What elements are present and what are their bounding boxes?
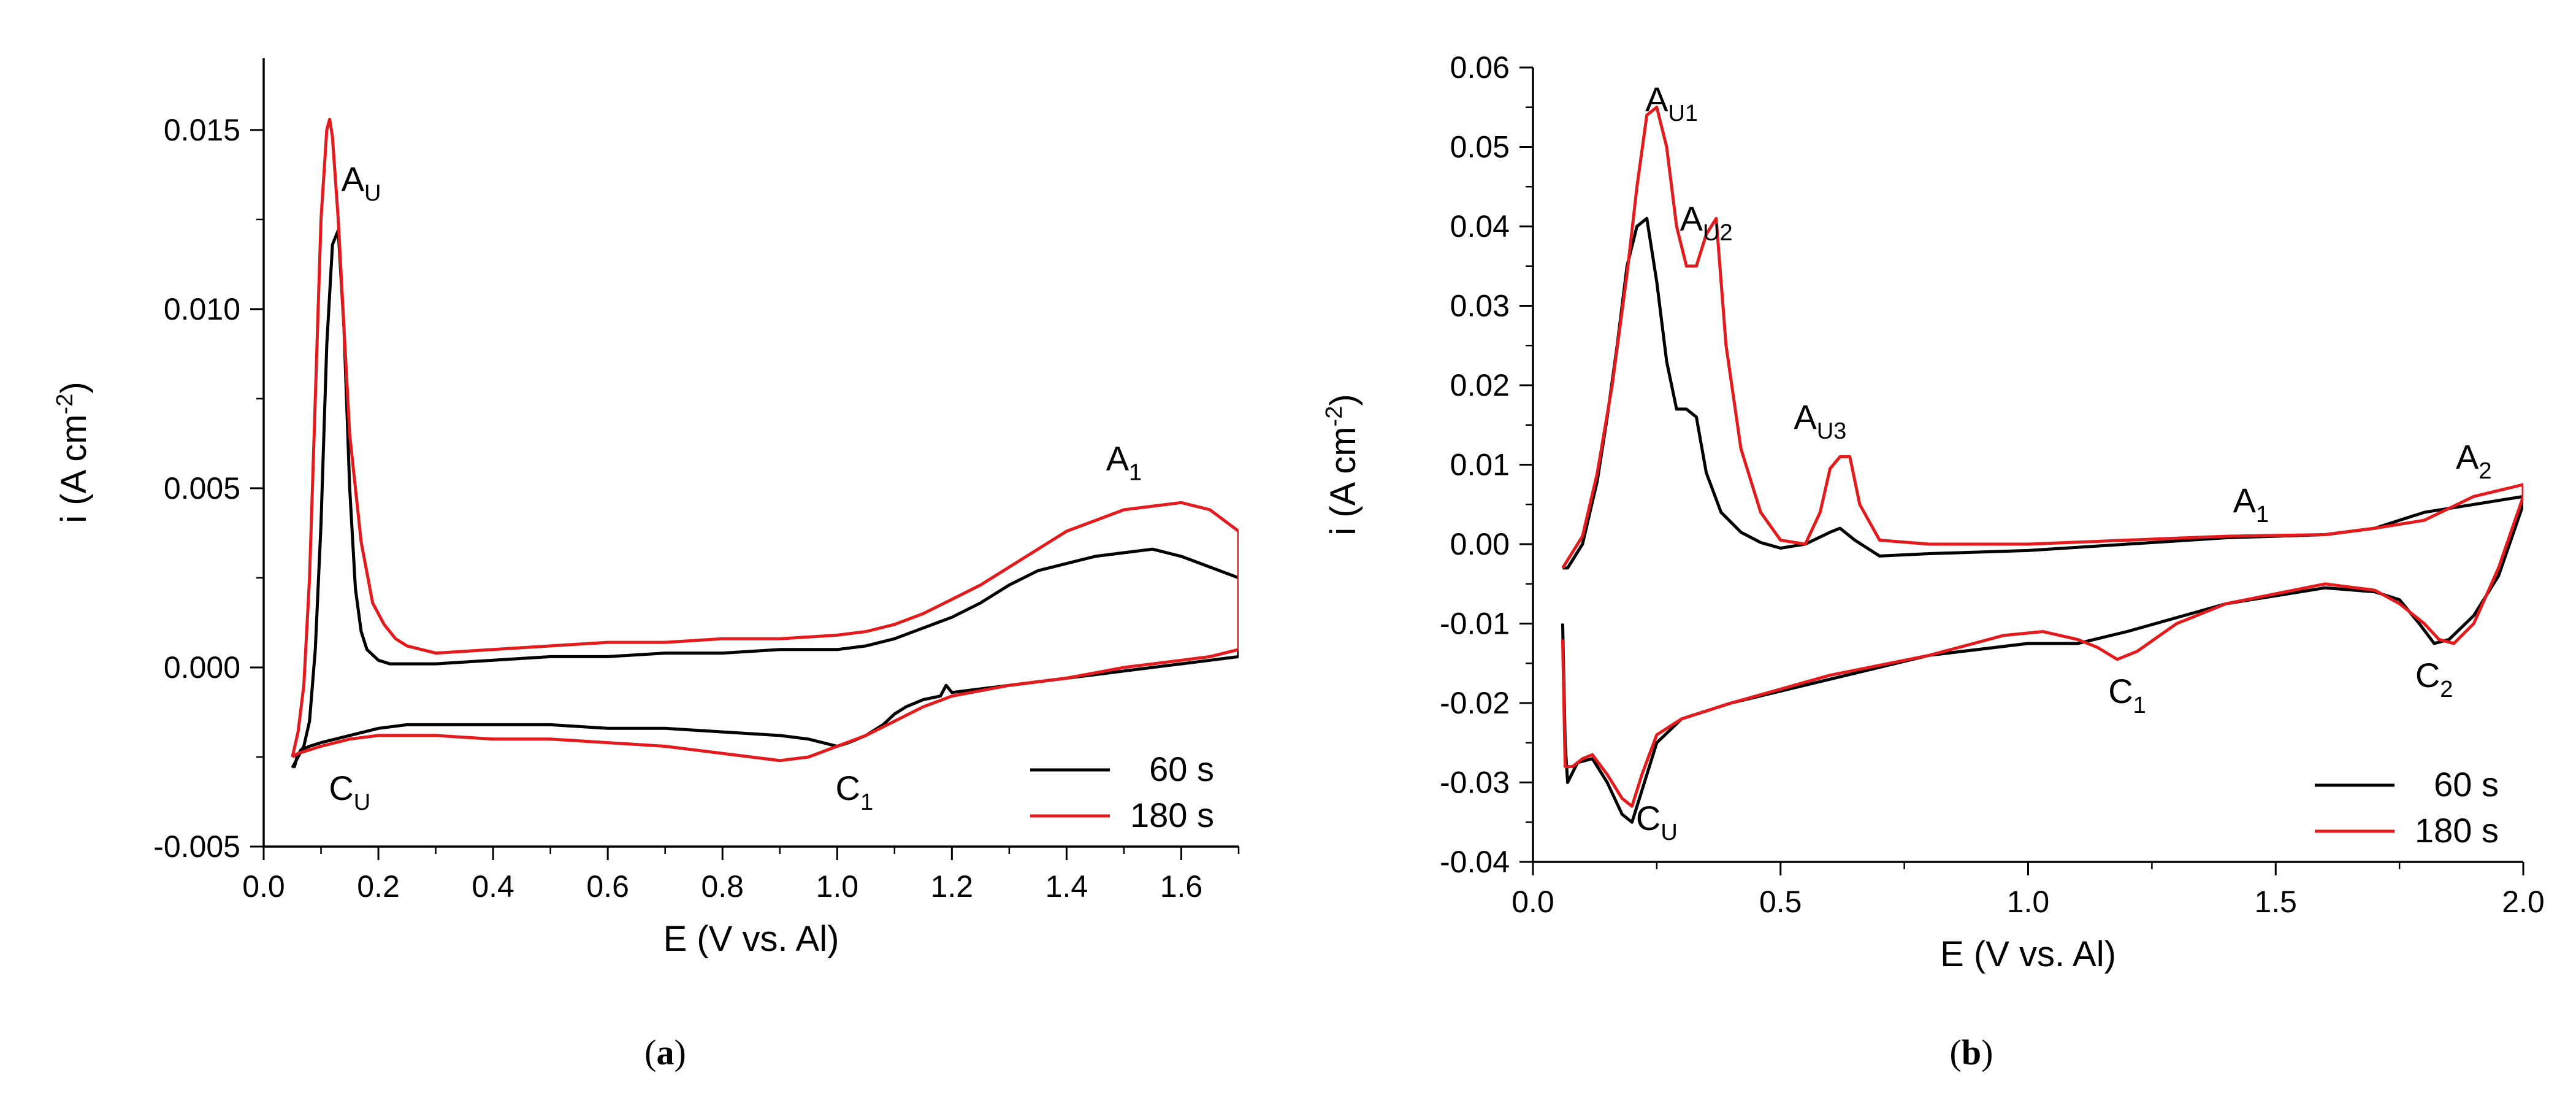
annotation-subscript: U (364, 180, 381, 206)
annotation-subscript: 2 (2479, 458, 2491, 484)
annotation-letter: A (2233, 481, 2257, 520)
annotation-subscript: U (1661, 820, 1677, 845)
y-tick-label: -0.02 (1440, 686, 1510, 720)
annotation-letter: C (329, 769, 353, 807)
y-tick-label: -0.01 (1440, 607, 1510, 641)
panel-label-letter: b (1962, 1032, 1981, 1072)
y-axis-label-close: ) (54, 382, 94, 393)
chart-panel-a: 0.0 0.2 0.4 0.6 0.8 1.0 1.2 1.4 1.6 -0.005 0.000 0.… (52, 58, 1240, 1072)
peak-annotation: CU (329, 769, 370, 815)
y-tick-label: 0.05 (1450, 130, 1510, 164)
legend-label-60-s: 60 s (1149, 750, 1214, 788)
x-tick-label: 0.2 (357, 869, 400, 904)
panel-label-open: ( (1950, 1032, 1962, 1072)
x-tick-label: 1.0 (2007, 885, 2050, 919)
y-tick-label: -0.04 (1440, 845, 1510, 879)
peak-annotation: C1 (836, 769, 874, 815)
legend-label-180-s: 180 s (2415, 811, 2499, 850)
annotation-subscript: 1 (860, 790, 873, 815)
series-line-60-s (291, 228, 1239, 769)
y-axis-label: i (A cm-2) (52, 382, 94, 523)
x-tick-label: 0.0 (242, 869, 285, 904)
x-tick-label: 0.0 (1512, 885, 1554, 919)
x-tick-label: 1.6 (1160, 869, 1203, 904)
y-tick-label: 0.015 (164, 113, 240, 147)
annotation-subscript: 1 (2256, 502, 2269, 528)
x-tick-label: 1.4 (1045, 869, 1088, 904)
annotation-letter: A (1794, 398, 1817, 436)
annotation-subscript: 2 (2440, 677, 2453, 702)
annotation-letter: A (1106, 439, 1129, 478)
panel-label-close: ) (1981, 1032, 1993, 1072)
peak-annotation: C2 (2415, 656, 2453, 702)
x-tick-label: 1.5 (2254, 885, 2297, 919)
x-tick-label: 1.2 (931, 869, 974, 904)
x-tick-label: 0.6 (586, 869, 629, 904)
y-tick-label: -0.005 (153, 829, 240, 864)
series-line-60-s (1561, 217, 2523, 824)
legend-label-60-s: 60 s (2434, 765, 2499, 804)
y-tick-label: 0.02 (1450, 368, 1510, 402)
series-line-180-s (1561, 106, 2523, 808)
peak-annotation: AU2 (1680, 199, 1733, 245)
y-axis-label-main: i (A cm (1323, 426, 1363, 535)
x-tick-label: 0.8 (701, 869, 744, 904)
y-tick-label: 0.010 (164, 292, 240, 326)
y-axis-label-close: ) (1323, 394, 1363, 405)
annotation-subscript: U1 (1668, 101, 1698, 126)
annotation-letter: A (1680, 199, 1703, 237)
x-tick-label: 2.0 (2502, 885, 2545, 919)
annotation-letter: A (342, 159, 365, 198)
x-axis-label: E (V vs. Al) (1940, 934, 2116, 974)
annotation-letter: C (2415, 656, 2440, 694)
y-axis-label-main: i (A cm (54, 414, 94, 523)
series-group (291, 117, 1239, 769)
x-tick-label: 0.5 (1759, 885, 1802, 919)
y-tick-label: 0.005 (164, 471, 240, 505)
y-tick-label: 0.03 (1450, 289, 1510, 323)
y-tick-label: 0.01 (1450, 448, 1510, 482)
y-axis-label-sup: -2 (52, 394, 78, 415)
panel-label-letter: a (657, 1032, 675, 1072)
annotation-letter: C (2108, 672, 2133, 710)
peak-annotation: A1 (2233, 481, 2269, 528)
y-tick-label: 0.06 (1450, 50, 1510, 85)
series-line-180-s (291, 117, 1239, 763)
y-tick-label: -0.03 (1440, 766, 1510, 800)
annotation-letter: A (2456, 437, 2479, 476)
peak-annotation: C1 (2108, 672, 2146, 718)
panel-label-a: (a) (644, 1032, 686, 1072)
legend-label-180-s: 180 s (1130, 796, 1214, 834)
y-tick-label: 0.04 (1450, 209, 1510, 244)
series-group (1561, 106, 2523, 824)
y-tick-label: 0.00 (1450, 527, 1510, 561)
x-tick-label: 1.0 (816, 869, 859, 904)
x-tick-label: 0.4 (472, 869, 514, 904)
annotation-subscript: U2 (1703, 220, 1733, 245)
peak-annotation: CU (1636, 799, 1678, 845)
peak-annotation: AU (342, 159, 381, 206)
annotation-subscript: U3 (1817, 418, 1847, 444)
annotation-letter: A (1645, 80, 1668, 118)
peak-annotation: AU1 (1645, 80, 1698, 126)
annotation-letter: C (1636, 799, 1661, 837)
peak-annotation: A2 (2456, 437, 2492, 484)
annotation-subscript: 1 (2133, 693, 2146, 718)
x-axis-label: E (V vs. Al) (663, 919, 839, 959)
y-axis-label-sup: -2 (1321, 406, 1347, 427)
y-tick-label: 0.000 (164, 650, 240, 685)
peak-annotation: A1 (1106, 439, 1142, 486)
panel-label-close: ) (675, 1032, 686, 1072)
chart-panel-b: 0.0 0.5 1.0 1.5 2.0 -0.04 -0.03 -0.02 -0.01 0.00 0… (1321, 50, 2545, 1072)
panel-label-open: ( (644, 1032, 656, 1072)
peak-annotation: AU3 (1794, 398, 1846, 444)
panel-label-b: (b) (1950, 1032, 1993, 1072)
y-axis-label: i (A cm-2) (1321, 394, 1363, 535)
annotation-subscript: 1 (1129, 460, 1142, 486)
annotation-subscript: U (354, 790, 370, 815)
annotation-letter: C (836, 769, 860, 807)
